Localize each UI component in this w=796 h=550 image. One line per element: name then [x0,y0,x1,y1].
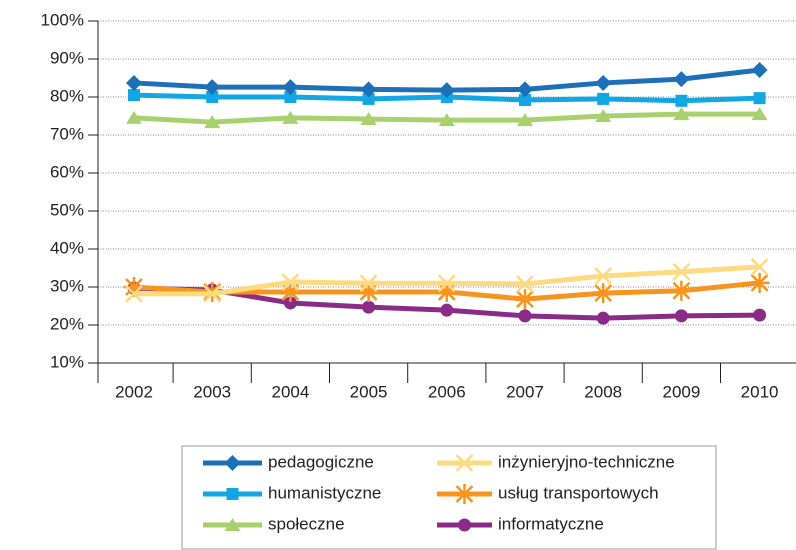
marker [751,107,768,121]
y-tick-label: 100% [41,10,84,29]
marker [455,454,474,472]
y-tick-label: 50% [50,200,84,219]
x-tick-label: 2004 [271,382,309,401]
y-tick-label: 20% [50,314,84,333]
marker [226,488,239,500]
legend-label: inżynieryjno-techniczne [498,452,675,471]
marker [597,92,610,105]
marker [454,484,475,504]
marker [125,284,143,303]
marker [438,82,455,99]
marker [516,275,534,293]
marker [362,300,376,314]
marker [126,110,142,124]
x-tick-label: 2006 [428,382,466,401]
marker [360,112,377,126]
marker [515,289,535,310]
x-tick-label: 2003 [193,382,231,401]
marker [358,281,379,302]
marker [673,71,690,88]
marker [593,283,614,304]
marker [206,91,219,103]
marker [750,257,769,276]
marker [672,262,691,281]
legend-label: usług transportowych [498,483,659,502]
marker [224,455,241,471]
x-tick-label: 2002 [115,382,153,401]
marker [280,281,301,302]
marker [284,91,297,103]
marker [440,303,454,317]
marker [753,92,766,105]
marker [596,311,610,325]
marker [204,79,221,96]
marker [749,272,770,293]
marker [283,296,297,310]
marker [438,113,455,127]
marker [282,79,299,96]
marker [517,81,533,98]
marker [674,309,688,323]
marker [458,518,471,532]
x-tick-label: 2007 [506,382,544,401]
marker [594,267,613,285]
x-tick-label: 2010 [741,382,779,401]
marker [671,280,692,301]
marker [517,113,533,127]
marker [518,309,532,323]
marker [673,107,690,121]
y-tick-label: 70% [50,124,84,143]
y-tick-label: 40% [50,238,84,257]
marker [224,518,241,531]
marker [595,74,612,91]
marker [359,274,378,293]
marker [204,115,221,129]
marker [126,74,142,91]
marker [751,62,768,79]
marker [753,308,767,322]
legend-label: społeczne [268,514,345,533]
y-tick-label: 60% [50,162,84,181]
marker [595,109,612,122]
marker [437,274,456,293]
legend-label: informatyczne [498,514,604,533]
y-tick-label: 30% [50,276,84,295]
marker [675,94,688,107]
legend-label: humanistyczne [268,483,381,502]
marker [282,110,299,124]
marker [436,281,457,302]
marker [124,277,144,297]
marker [360,81,377,98]
legend-label: pedagogiczne [268,452,374,471]
y-tick-label: 90% [50,48,84,67]
y-tick-label: 10% [50,352,84,371]
y-tick-label: 80% [50,86,84,105]
x-tick-label: 2005 [350,382,388,401]
marker [519,94,531,107]
marker [203,284,222,303]
marker [362,92,375,105]
x-tick-label: 2009 [662,382,700,401]
marker [128,89,140,102]
x-tick-label: 2008 [584,382,622,401]
marker [281,273,300,291]
